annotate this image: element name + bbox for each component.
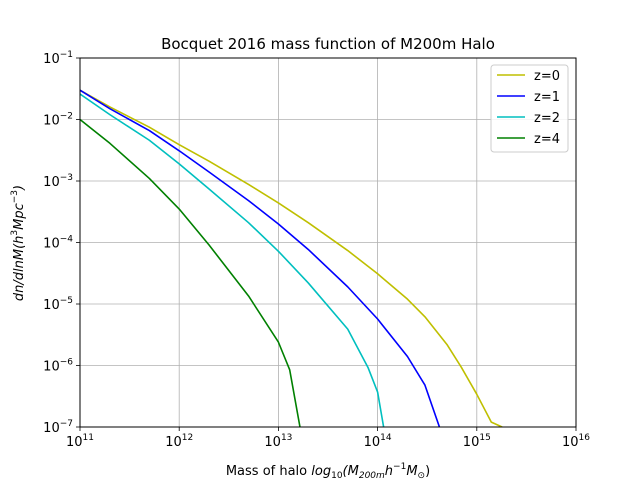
y-tick-base: 10 xyxy=(43,421,60,436)
chart-title: Bocquet 2016 mass function of M200m Halo xyxy=(161,35,495,53)
y-axis-title-close: ) xyxy=(12,185,27,191)
y-tick-exponent: −1 xyxy=(60,50,73,60)
x-ticks: 1011 1012 1013 1014 1015 1016 xyxy=(66,427,590,450)
y-tick-exponent: −4 xyxy=(60,235,74,245)
y-ticks: 10−710−610−510−410−310−210−1 xyxy=(43,50,80,436)
y-tick-label: 10−5 xyxy=(43,296,73,313)
x-axis-title-log: log xyxy=(311,464,331,479)
y-axis-title-exp2: −3 xyxy=(10,190,20,203)
x-tick-base: 10 xyxy=(463,435,480,450)
series-group xyxy=(80,89,503,427)
x-axis-title-open: (M xyxy=(343,464,359,479)
legend-label: z=2 xyxy=(534,111,560,126)
x-tick-base: 10 xyxy=(264,435,281,450)
x-tick-label: 1016 xyxy=(562,433,590,450)
y-tick-label: 10−3 xyxy=(43,173,73,190)
y-tick-label: 10−4 xyxy=(43,235,73,252)
y-tick-exponent: −6 xyxy=(60,358,74,368)
x-axis-title-sun-sub: ⊙ xyxy=(418,471,426,480)
legend-items: z=0 z=1 z=2 z=4 xyxy=(497,69,560,147)
y-tick-base: 10 xyxy=(43,360,60,375)
x-tick-base: 10 xyxy=(562,435,579,450)
legend-box xyxy=(490,64,569,153)
series-line-z-4 xyxy=(80,118,301,427)
y-tick-exponent: −5 xyxy=(60,296,73,306)
legend-label: z=1 xyxy=(534,90,560,105)
y-tick-base: 10 xyxy=(43,175,60,190)
series-line-z-2 xyxy=(80,93,385,427)
x-tick-base: 10 xyxy=(66,435,83,450)
x-tick-label: 1013 xyxy=(264,433,292,450)
y-axis-title-main: dn/dlnM(h xyxy=(12,236,27,302)
y-tick-exponent: −2 xyxy=(60,112,73,122)
y-tick-label: 10−7 xyxy=(43,419,73,436)
x-axis-title-close: ) xyxy=(425,464,430,479)
x-tick-label: 1012 xyxy=(165,433,193,450)
x-tick-base: 10 xyxy=(364,435,381,450)
x-axis-title-msun: M xyxy=(406,464,417,479)
series-line-z-0 xyxy=(80,89,503,427)
x-axis-title-prefix: Mass of halo xyxy=(226,464,311,479)
y-axis-title-mid: Mpc xyxy=(12,203,27,230)
x-axis-title-h-exp: −1 xyxy=(393,462,406,472)
x-tick-base: 10 xyxy=(165,435,182,450)
legend-label: z=4 xyxy=(534,132,560,147)
y-axis-title-exp1: 3 xyxy=(10,230,20,236)
x-tick-exponent: 13 xyxy=(281,433,292,443)
legend-label: z=0 xyxy=(534,69,560,84)
y-tick-base: 10 xyxy=(43,52,60,67)
y-tick-label: 10−6 xyxy=(43,358,73,375)
y-tick-label: 10−1 xyxy=(43,50,73,67)
x-tick-exponent: 11 xyxy=(83,433,94,443)
x-tick-exponent: 16 xyxy=(579,433,591,443)
y-tick-label: 10−2 xyxy=(43,112,73,129)
y-tick-base: 10 xyxy=(43,298,60,313)
x-tick-label: 1015 xyxy=(463,433,491,450)
x-tick-exponent: 14 xyxy=(380,433,392,443)
y-axis-title: dn/dlnM(h3Mpc−3) xyxy=(10,185,27,301)
y-tick-exponent: −3 xyxy=(60,173,73,183)
x-axis-title-h: h xyxy=(385,464,393,479)
x-tick-exponent: 12 xyxy=(182,433,193,443)
x-axis-title: Mass of halo log10(M200mh−1M⊙) xyxy=(226,462,430,480)
y-tick-base: 10 xyxy=(43,114,60,129)
x-axis-title-m-sub: 200m xyxy=(359,471,385,480)
y-tick-exponent: −7 xyxy=(60,419,73,429)
x-axis-title-log-sub: 10 xyxy=(331,471,343,480)
y-tick-base: 10 xyxy=(43,237,60,252)
x-tick-label: 1011 xyxy=(66,433,94,450)
legend: z=0 z=1 z=2 z=4 xyxy=(490,64,569,153)
x-tick-label: 1014 xyxy=(364,433,392,450)
x-tick-exponent: 15 xyxy=(479,433,490,443)
series-line-z-1 xyxy=(80,89,441,427)
